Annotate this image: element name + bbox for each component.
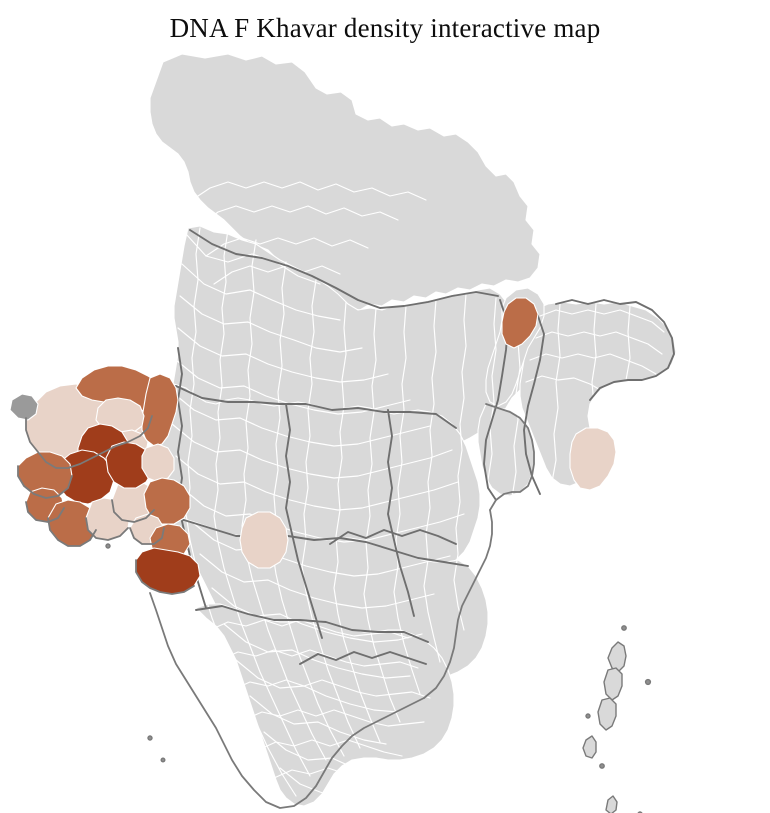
- district-darjeeling-jalpaiguri[interactable]: [501, 297, 539, 349]
- district-indore-dhar[interactable]: [239, 511, 289, 569]
- district-sabarkantha[interactable]: [141, 373, 179, 447]
- island-dot-c: [585, 713, 591, 719]
- island-lakshadweep-b: [160, 757, 166, 763]
- island-dot-b: [644, 678, 652, 686]
- island-dot-a: [621, 625, 627, 631]
- district-ahmedabad[interactable]: [105, 441, 153, 489]
- state-border-layer: [149, 229, 675, 665]
- region-jammu-kashmir[interactable]: [149, 53, 541, 311]
- island-andaman-south: [597, 697, 617, 731]
- interactive-map-canvas[interactable]: [0, 48, 770, 813]
- island-andaman-north: [607, 641, 627, 673]
- page-title: DNA F Khavar density interactive map: [169, 13, 601, 43]
- island-layer: [105, 543, 652, 813]
- district-vadodara[interactable]: [143, 477, 191, 525]
- district-tripura[interactable]: [569, 427, 617, 491]
- island-nicobar-lower: [605, 795, 618, 813]
- island-dot-d: [599, 763, 605, 769]
- island-lakshadweep-a: [147, 735, 153, 741]
- island-andaman-middle: [603, 667, 623, 701]
- district-kheda[interactable]: [141, 443, 175, 483]
- district-border-mesh: [171, 181, 665, 799]
- island-nicobar-upper: [582, 735, 597, 759]
- island-diu-dot: [105, 543, 111, 549]
- district-kachchh-west-spur[interactable]: [9, 393, 39, 421]
- coastline-layer: [17, 403, 535, 809]
- choropleth-highlight-layer[interactable]: [9, 297, 617, 595]
- india-choropleth-svg[interactable]: [0, 48, 770, 813]
